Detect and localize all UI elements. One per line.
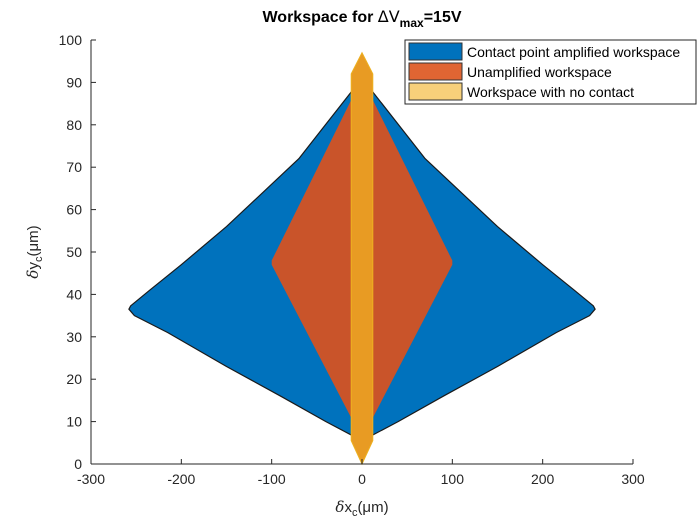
x-tick-label: 100	[441, 471, 465, 487]
tick-labels: -300 -200 -100 0 100 200 300 0 10 20 30 40 50 60 70 80 9…	[59, 32, 645, 487]
y-tick-label: 30	[66, 329, 82, 345]
legend-label: Contact point amplified workspace	[467, 44, 680, 60]
axes	[90, 39, 634, 465]
y-axis-label: δyc(μm)	[24, 225, 45, 278]
y-tick-label: 10	[66, 414, 82, 430]
series-layer	[128, 51, 596, 466]
y-tick-label: 60	[66, 202, 82, 218]
legend-label: Unamplified workspace	[467, 64, 612, 80]
x-tick-label: 0	[358, 471, 366, 487]
x-tick-label: -200	[167, 471, 195, 487]
legend-swatch	[408, 82, 463, 101]
x-tick-label: -300	[77, 471, 105, 487]
x-tick-label: 300	[621, 471, 645, 487]
y-tick-label: 20	[66, 371, 82, 387]
x-axis-label: δxc(μm)	[335, 498, 388, 519]
y-tick-label: 100	[59, 32, 83, 48]
y-tick-label: 0	[74, 456, 82, 472]
legend-label: Workspace with no contact	[467, 84, 634, 100]
y-tick-label: 90	[66, 74, 82, 90]
x-tick-label: -100	[258, 471, 286, 487]
chart-title: Workspace for ΔVmax=15V	[262, 7, 461, 30]
y-tick-label: 50	[66, 244, 82, 260]
legend-swatch	[408, 42, 463, 61]
legend-swatch	[408, 62, 463, 81]
x-tick-label: 200	[531, 471, 555, 487]
y-tick-label: 80	[66, 117, 82, 133]
y-tick-label: 40	[66, 286, 82, 302]
no-contact-workspace-area	[350, 51, 374, 466]
y-tick-label: 70	[66, 159, 82, 175]
legend: Contact point amplified workspace Unampli…	[404, 39, 697, 105]
